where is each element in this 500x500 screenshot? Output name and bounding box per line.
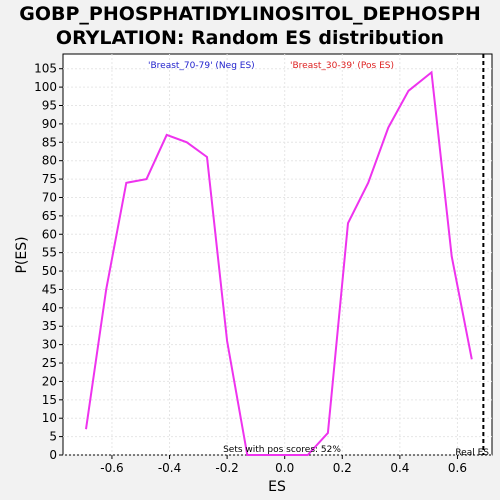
x-tick-label: -0.6 [100,461,123,475]
y-tick-label: 105 [34,62,57,76]
es-distribution-series [85,70,473,456]
y-tick-label: 35 [42,319,57,333]
x-tick-label: 0.0 [275,461,294,475]
y-tick-label: 55 [42,246,57,260]
y-tick-label: 20 [42,374,57,388]
plot-background [62,53,493,456]
x-tick-label: 0.4 [390,461,409,475]
chart-title: GOBP_PHOSPHATIDYLINOSITOL_DEPHOSPH ORYLA… [0,2,500,50]
pos-scores-annotation: Sets with pos scores: 52% [223,445,341,455]
y-tick-label: 0 [49,448,57,462]
y-tick-label: 65 [42,209,57,223]
y-tick-label: 50 [42,264,57,278]
y-tick-label: 60 [42,227,57,241]
chart-title-line-2: ORYLATION: Random ES distribution [55,27,445,49]
y-axis-label: P(ES) [14,236,30,273]
y-tick-label: 75 [42,172,57,186]
x-axis-label: ES [268,479,286,495]
x-tick-label: 0.2 [333,461,352,475]
x-tick-label: -0.2 [215,461,238,475]
legend-pos-es: 'Breast_30-39' (Pos ES) [290,61,394,71]
real-es-label: Real ES [455,448,489,458]
legend-neg-es: 'Breast_70-79' (Neg ES) [148,61,255,71]
y-tick-label: 5 [49,430,57,444]
y-tick-label: 85 [42,135,57,149]
x-tick-label: -0.4 [158,461,181,475]
y-tick-label: 40 [42,301,57,315]
y-tick-label: 10 [42,411,57,425]
grid [63,54,492,456]
series-layer [85,70,473,456]
y-tick-label: 100 [34,80,57,94]
y-tick-label: 80 [42,154,57,168]
x-tick-label: 0.6 [448,461,467,475]
chart-title-line-1: GOBP_PHOSPHATIDYLINOSITOL_DEPHOSPH [19,3,481,25]
y-tick-label: 70 [42,190,57,204]
y-tick-label: 45 [42,282,57,296]
y-tick-label: 95 [42,99,57,113]
axis-ticks: 0 5 10 15 20 25 30 35 40 45 50 55 60 65 70 75 80 85 90 95 10… [34,62,467,475]
y-tick-label: 25 [42,356,57,370]
y-tick-label: 15 [42,393,57,407]
y-tick-label: 90 [42,117,57,131]
y-tick-label: 30 [42,338,57,352]
